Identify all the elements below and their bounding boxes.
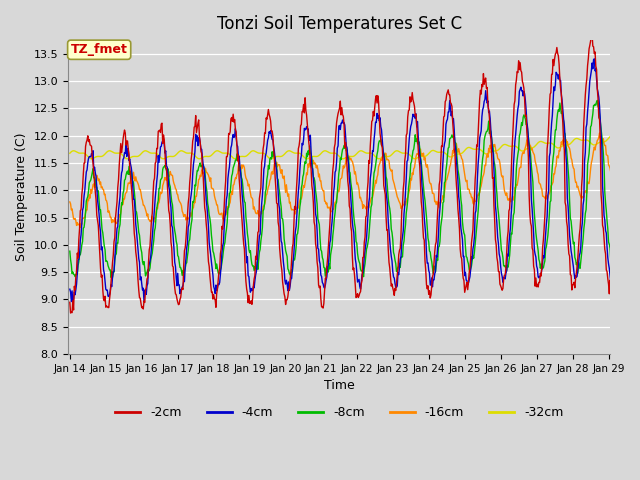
X-axis label: Time: Time [324, 379, 355, 392]
Title: Tonzi Soil Temperatures Set C: Tonzi Soil Temperatures Set C [217, 15, 462, 33]
Text: TZ_fmet: TZ_fmet [71, 43, 127, 56]
Y-axis label: Soil Temperature (C): Soil Temperature (C) [15, 133, 28, 261]
Legend: -2cm, -4cm, -8cm, -16cm, -32cm: -2cm, -4cm, -8cm, -16cm, -32cm [110, 401, 568, 424]
